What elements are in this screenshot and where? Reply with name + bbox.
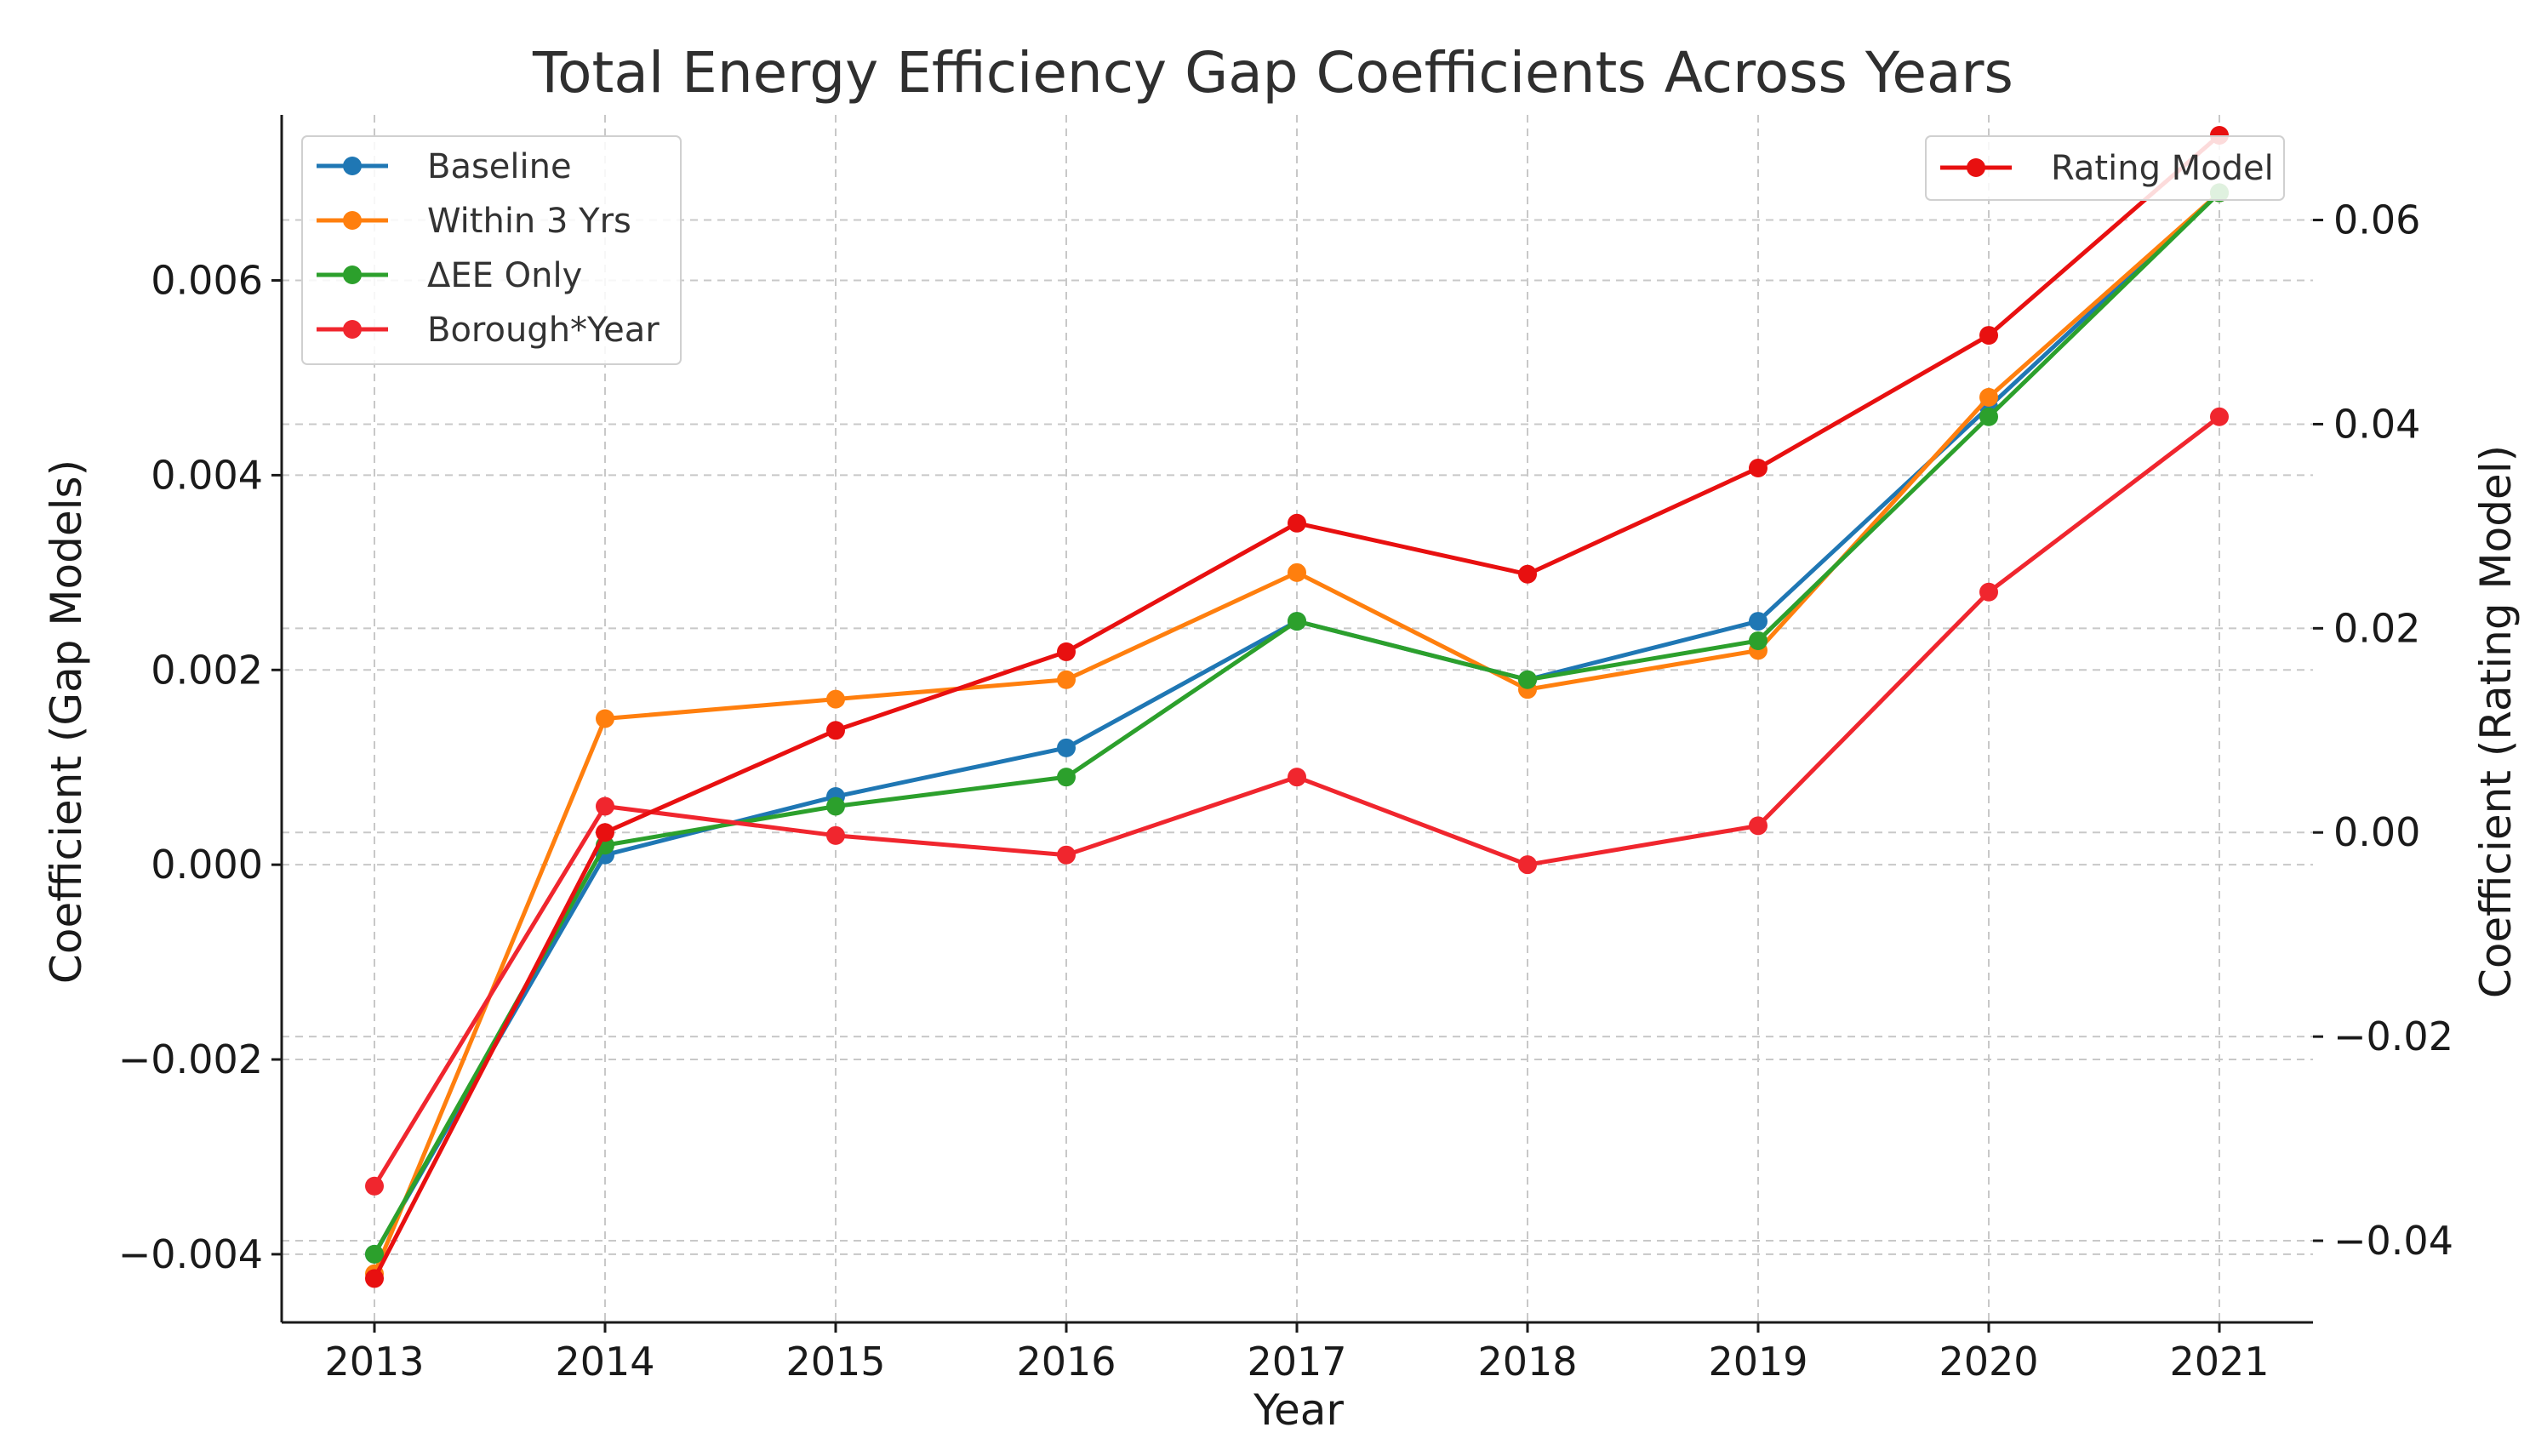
y-tick-label-right: −0.04 [2333,1218,2453,1264]
data-point-rating-model [1288,513,1306,533]
x-tick-label: 2019 [1708,1339,1807,1385]
x-tick-label: 2020 [1939,1339,2038,1385]
data-point-within-3-yrs [1979,387,1998,407]
y-tick-label-right: 0.04 [2333,401,2420,447]
y-tick-label-left: 0.000 [151,842,263,888]
y-tick-label-left: 0.004 [151,452,263,498]
y-tick-label-left: −0.002 [118,1036,263,1082]
legend-box-left [301,135,682,365]
grid [282,115,2313,1322]
data-point-borough-year [1057,845,1076,865]
data-point-borough-year [1979,582,1998,602]
data-point-rating-model [365,1269,384,1288]
x-tick-label: 2021 [2169,1339,2269,1385]
y-tick-label-left: 0.002 [151,647,263,693]
data-point-borough-year [2210,407,2229,426]
data-point-rating-model [1979,326,1998,345]
data-point-within-3-yrs [1057,670,1076,689]
data-point-baseline [1057,738,1076,757]
x-tick-label: 2013 [324,1339,424,1385]
data-point-ee-only [365,1244,384,1264]
x-axis-label: Year [1253,1385,1344,1435]
data-point-rating-model [1057,642,1076,661]
data-point-rating-model [1518,564,1537,584]
legend-label-borough-year: Borough*Year [427,311,660,350]
data-point-rating-model [596,823,614,842]
axis-ticks: 2013 2014 2015 2016 2017 2018 2019 2020 2021 −0.0… [118,197,2453,1385]
y-tick-label-left: 0.006 [151,258,263,304]
legend-box-right [1925,135,2285,201]
data-point-borough-year [365,1176,384,1196]
x-tick-label: 2014 [555,1339,654,1385]
legend-gap-models: Baseline Within 3 Yrs ΔEE Only Borough*Year [301,135,682,365]
data-point-rating-model [1749,459,1767,478]
legend-marker-baseline [343,157,362,175]
data-point-ee-only [1518,670,1537,689]
x-tick-label: 2018 [1477,1339,1577,1385]
legend-marker-borough-year [343,320,362,339]
data-point-ee-only [1979,407,1998,426]
chart-title: Total Energy Efficiency Gap Coefficients… [532,40,2013,106]
legend-rating-model: Rating Model [1925,135,2285,201]
x-tick-label: 2017 [1247,1339,1346,1385]
data-point-baseline [1749,612,1767,631]
y-axis-label-right: Coefficient (Rating Model) [2471,445,2521,998]
data-point-borough-year [1518,855,1537,875]
y-axis-label-left: Coefficient (Gap Models) [42,460,91,984]
data-point-borough-year [1288,768,1306,787]
legend-marker-rating-model [1967,158,1985,177]
x-tick-label: 2015 [785,1339,885,1385]
series-lines [365,125,2229,1288]
data-point-within-3-yrs [826,689,845,709]
data-point-ee-only [826,797,845,816]
data-point-within-3-yrs [596,709,614,728]
legend-marker-within-3-yrs [343,211,362,230]
data-point-ee-only [1288,612,1306,631]
data-point-borough-year [1749,816,1767,836]
y-tick-label-right: −0.02 [2333,1013,2453,1059]
x-tick-label: 2016 [1016,1339,1116,1385]
y-tick-label-right: 0.00 [2333,809,2420,855]
data-point-borough-year [596,797,614,816]
legend-label-rating-model: Rating Model [2051,149,2274,188]
legend-label-within-3-yrs: Within 3 Yrs [427,202,631,241]
data-point-rating-model [826,721,845,740]
legend-label-baseline: Baseline [427,147,572,186]
data-point-within-3-yrs [1288,562,1306,582]
data-point-ee-only [1749,631,1767,650]
y-tick-label-right: 0.02 [2333,605,2420,651]
data-point-borough-year [826,825,845,845]
y-tick-label-right: 0.06 [2333,197,2420,243]
legend-label-ee-only: ΔEE Only [427,256,582,295]
data-point-ee-only [1057,768,1076,787]
legend-marker-ee-only [343,266,362,284]
y-tick-label-left: −0.004 [118,1231,263,1277]
